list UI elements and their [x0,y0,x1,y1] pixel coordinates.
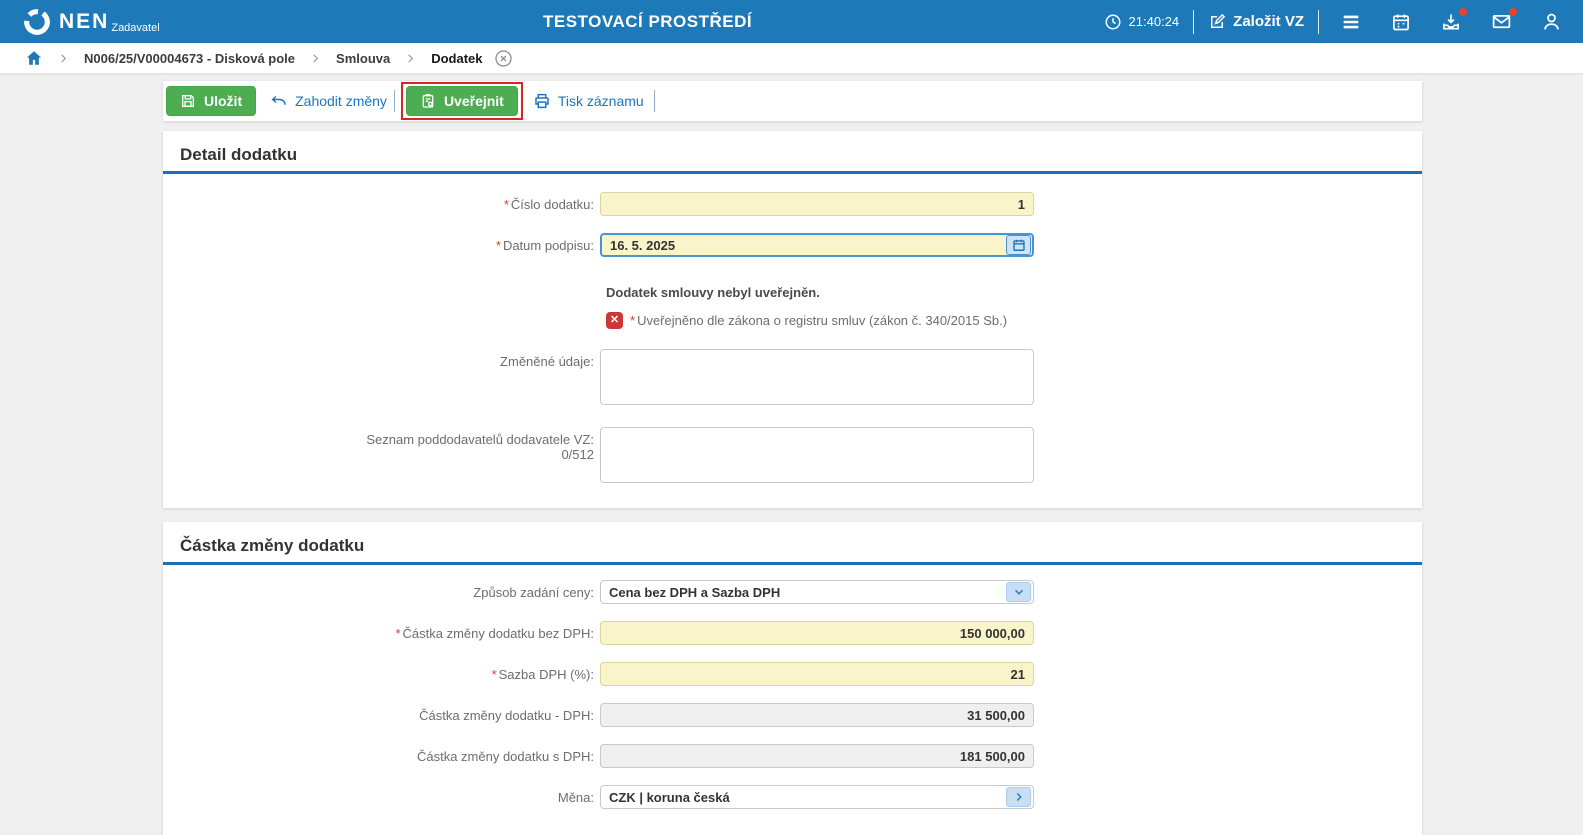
castka-bez-dph-input[interactable] [600,621,1034,645]
create-vz-button[interactable]: Založit VZ [1208,13,1304,31]
breadcrumb-separator-icon [405,53,416,64]
field-row-castka-dph: Částka změny dodatku - DPH: [163,703,1422,727]
clock-icon [1104,13,1122,31]
person-icon [1541,11,1562,32]
inbox-button[interactable] [1438,7,1467,35]
field-label: Způsob zadání ceny: [473,585,594,600]
breadcrumb: N006/25/V00004673 - Disková pole Smlouva… [0,43,1583,74]
undo-icon [270,92,288,110]
cislo-dodatku-input[interactable] [600,192,1034,216]
sazba-dph-input[interactable] [600,662,1034,686]
field-row-sazba-dph: * Sazba DPH (%): [163,662,1422,686]
printer-icon [533,92,551,110]
field-label: * Sazba DPH (%): [491,667,594,682]
messages-button[interactable] [1488,7,1517,35]
breadcrumb-separator-icon [310,53,321,64]
field-row-mena: Měna: [163,785,1422,809]
registr-smluv-label: * Uveřejněno dle zákona o registru smluv … [630,313,1008,328]
detail-dodatku-section: Detail dodatku *Číslo dodatku: *Datum po… [163,131,1422,508]
discard-changes-button[interactable]: Zahodit změny [270,92,387,110]
envelope-icon [1491,11,1512,32]
field-row-seznam-poddodavatelu: Seznam poddodavatelů dodavatele VZ: 0/51… [163,427,1422,488]
calendar-icon [1012,238,1026,252]
publish-icon [420,93,436,109]
field-label: Částka změny dodatku s DPH: [416,749,594,764]
hamburger-icon [1340,11,1362,33]
field-row-zpusob-zadani: Způsob zadání ceny: [163,580,1422,604]
time-value: 21:40:24 [1128,14,1180,29]
record-toolbar: Uložit Zahodit změny Uveřejnit Tisk zázn… [163,81,1422,121]
user-profile-button[interactable] [1538,9,1564,35]
app-header: NEN Zadavatel TESTOVACÍ PROSTŘEDÍ 21:40:… [0,0,1583,43]
calendar-icon [1391,12,1411,32]
edit-icon [1208,13,1226,31]
section-title: Částka změny dodatku [180,536,365,555]
field-label: Částka změny dodatku - DPH: [419,708,594,723]
castka-s-dph-readonly [600,744,1034,768]
inbox-notification-badge [1459,7,1467,16]
toolbar-divider [393,90,395,112]
zpusob-zadani-ceny-select[interactable] [600,580,1034,604]
datum-podpisu-input[interactable] [600,233,1034,257]
logo-text: NEN [59,9,110,33]
save-button[interactable]: Uložit [166,86,257,116]
seznam-poddodavatelu-textarea[interactable] [600,427,1034,483]
logo-subtitle: Zadavatel [111,21,160,34]
header-divider [1318,9,1319,34]
environment-title: TESTOVACÍ PROSTŘEDÍ [543,11,753,31]
field-row-cislo-dodatku: * Číslo dodatku: [163,192,1422,216]
header-divider [1193,9,1195,34]
red-cross-icon[interactable]: ✕ [606,312,623,329]
field-label: * Datum podpisu: [495,238,594,253]
publish-button[interactable]: Uveřejnit [405,86,518,116]
char-counter: 0/512 [561,447,594,462]
section-underline [163,562,1422,565]
close-tab-icon[interactable] [494,49,513,68]
field-label: Měna: [557,790,594,805]
menu-button[interactable] [1338,9,1364,35]
section-title: Detail dodatku [180,145,298,164]
breadcrumb-item-dodatek: Dodatek [431,50,483,66]
field-row-datum-podpisu: * Datum podpisu: [163,233,1422,257]
session-time: 21:40:24 [1104,13,1180,31]
nen-logo[interactable]: NEN Zadavatel [22,7,160,37]
breadcrumb-item-smlouva[interactable]: Smlouva [336,50,391,66]
zmenene-udaje-textarea[interactable] [600,349,1034,405]
dropdown-button[interactable] [1006,582,1031,602]
field-label: * Částka změny dodatku bez DPH: [395,626,594,641]
home-icon[interactable] [25,49,43,67]
mena-picker-button[interactable] [1006,787,1031,807]
field-label: Změněné údaje: [500,354,594,369]
breadcrumb-item-vz[interactable]: N006/25/V00004673 - Disková pole [84,50,296,66]
annotation-highlight-box: Uveřejnit [400,82,523,120]
field-label: * Číslo dodatku: [503,197,594,212]
print-record-button[interactable]: Tisk záznamu [533,92,644,110]
castka-zmeny-section: Částka změny dodatku Způsob zadání ceny:… [163,522,1422,835]
toolbar-divider [653,90,655,112]
field-row-castka-s-dph: Částka změny dodatku s DPH: [163,744,1422,768]
nen-logo-icon [22,7,52,37]
field-label: Seznam poddodavatelů dodavatele VZ: 0/51… [163,427,600,462]
breadcrumb-separator-icon [58,53,69,64]
download-tray-icon [1441,12,1461,32]
field-row-zmenene-udaje: Změněné údaje: [163,349,1422,410]
field-row-castka-bez-dph: * Částka změny dodatku bez DPH: [163,621,1422,645]
not-published-note: Dodatek smlouvy nebyl uveřejněn. [606,285,820,300]
chevron-right-icon [1012,790,1026,804]
chevron-down-icon [1012,585,1026,599]
registr-smluv-flag-row: ✕ * Uveřejněno dle zákona o registru smlu… [606,312,1422,329]
messages-notification-badge [1509,7,1517,16]
calendar-button[interactable] [1388,9,1414,35]
section-underline [163,171,1422,174]
castka-dph-readonly [600,703,1034,727]
mena-input[interactable] [600,785,1034,809]
date-picker-button[interactable] [1006,235,1031,255]
floppy-disk-icon [180,93,196,109]
